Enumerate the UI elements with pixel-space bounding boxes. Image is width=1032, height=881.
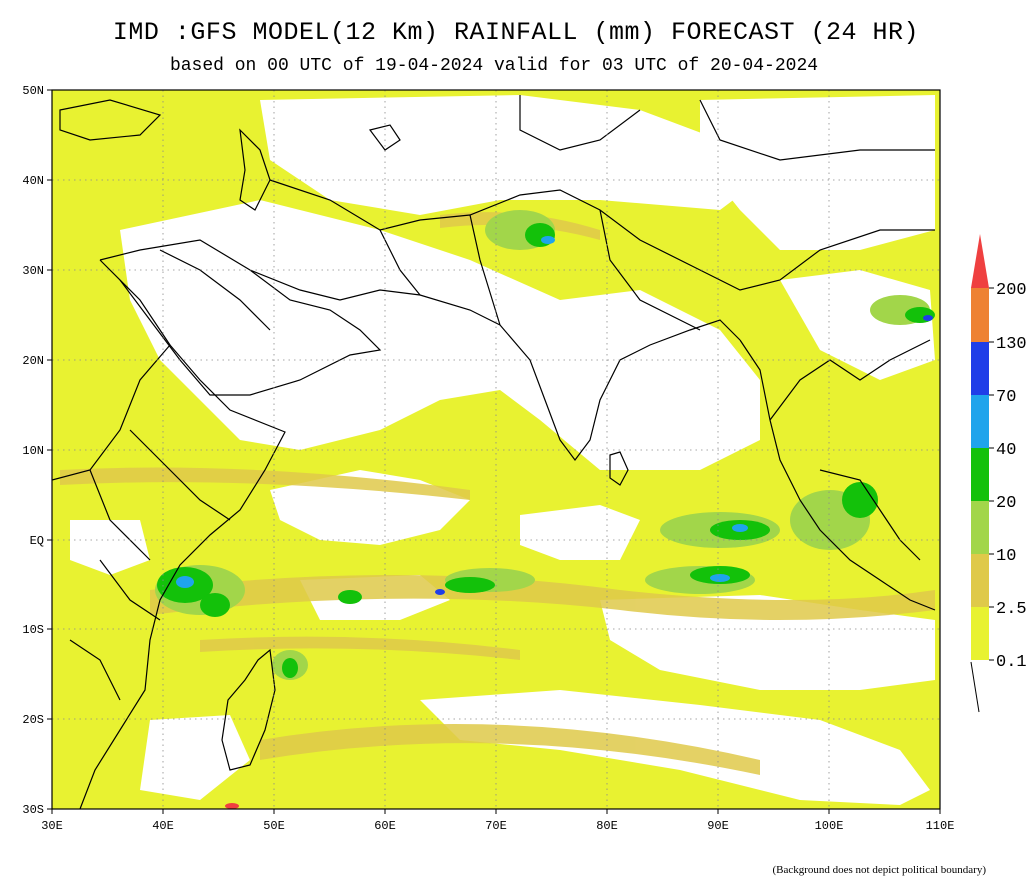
rain-band-70mm <box>435 315 933 595</box>
legend-swatch-2-5 <box>971 554 989 607</box>
lon-tick-marks <box>47 89 941 814</box>
lon-tick-label: 110E <box>926 819 955 833</box>
legend-label: 0.1 <box>996 653 1027 672</box>
legend-swatch-40 <box>971 395 989 448</box>
lon-tick-label: 60E <box>374 819 396 833</box>
rain-band-40mm <box>176 236 748 588</box>
legend-label: 200 <box>996 281 1027 300</box>
lon-tick-label: 90E <box>707 819 729 833</box>
lat-tick-label: 40N <box>22 174 44 188</box>
lon-tick-label: 100E <box>815 819 844 833</box>
legend-swatch-0-1 <box>971 607 989 660</box>
lat-tick-label: 50N <box>22 84 44 98</box>
legend-label: 40 <box>996 441 1016 460</box>
legend-label: 130 <box>996 335 1027 354</box>
lat-tick-label: 20S <box>22 713 44 727</box>
rain-band-200mm <box>225 803 239 809</box>
lon-tick-label: 40E <box>152 819 174 833</box>
map-subtitle: based on 00 UTC of 19-04-2024 valid for … <box>169 56 819 76</box>
lat-tick-label: 30N <box>22 264 44 278</box>
legend-label: 20 <box>996 494 1016 513</box>
lat-tick-label: 10S <box>22 623 44 637</box>
lat-tick-label: 10N <box>22 444 44 458</box>
legend-label: 2.5 <box>996 600 1027 619</box>
legend-swatch-200 <box>971 234 989 288</box>
lon-tick-labels: 30E 40E 50E 60E 70E 80E 90E 100E 110E <box>41 819 954 833</box>
lon-tick-label: 30E <box>41 819 63 833</box>
lon-tick-label: 80E <box>596 819 618 833</box>
rainfall-legend: 200 130 70 40 20 10 2.5 0.1 <box>970 234 1027 713</box>
legend-swatch-70 <box>971 342 989 395</box>
legend-tail <box>970 661 980 713</box>
legend-label: 10 <box>996 547 1016 566</box>
lat-tick-label: 20N <box>22 354 44 368</box>
lat-tick-label: 30S <box>22 803 44 817</box>
legend-swatch-20 <box>971 448 989 501</box>
lat-tick-label: EQ <box>30 534 44 548</box>
legend-ticks <box>989 287 994 661</box>
legend-swatch-130 <box>971 288 989 342</box>
rain-band-2-5mm <box>60 212 935 775</box>
coastlines <box>52 95 936 809</box>
legend-label: 70 <box>996 388 1016 407</box>
map-title: IMD :GFS MODEL(12 Km) RAINFALL (mm) FORE… <box>112 18 920 47</box>
lat-tick-labels: 50N 40N 30N 20N 10N EQ 10S 20S 30S <box>22 84 44 817</box>
legend-swatch-10 <box>971 501 989 554</box>
lon-tick-label: 50E <box>263 819 285 833</box>
lon-tick-label: 70E <box>485 819 507 833</box>
map-footnote: (Background does not depict political bo… <box>772 864 986 876</box>
